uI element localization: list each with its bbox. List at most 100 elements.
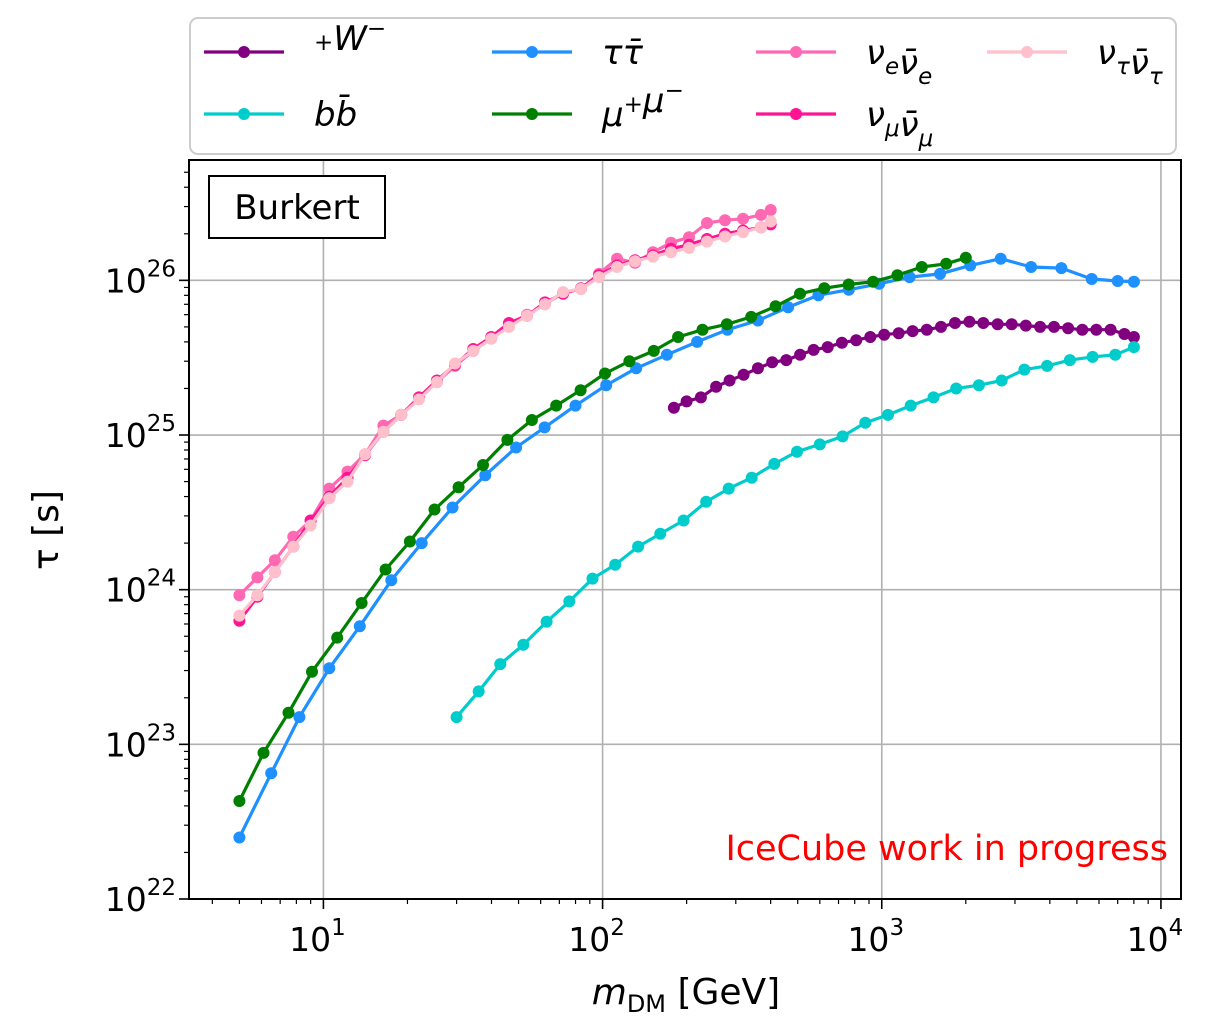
- data-point: [719, 214, 731, 227]
- data-point: [550, 399, 563, 412]
- data-point: [449, 357, 461, 370]
- series-3: [233, 251, 972, 807]
- data-point: [710, 380, 723, 393]
- profile-label: Burkert: [234, 188, 360, 228]
- data-point: [265, 767, 278, 780]
- legend-label: νeν̄e: [866, 33, 932, 90]
- data-point: [233, 589, 246, 602]
- series-1: [450, 341, 1140, 724]
- legend-entry: +W−: [204, 16, 386, 59]
- data-point: [251, 571, 264, 584]
- x-axis-label-unit: [GeV]: [666, 972, 780, 1013]
- data-point: [722, 482, 735, 495]
- data-point: [510, 441, 523, 454]
- data-point: [835, 336, 848, 349]
- y-tick-label: 1023: [105, 720, 176, 764]
- x-tick-label: 101: [289, 915, 346, 959]
- y-tick-label: 1024: [105, 566, 176, 610]
- data-point: [268, 554, 281, 567]
- watermark-text: IceCube work in progress: [725, 829, 1168, 869]
- data-point: [836, 430, 849, 443]
- data-point: [755, 208, 767, 221]
- legend-marker: [526, 46, 538, 58]
- data-point: [1048, 320, 1060, 333]
- data-point: [977, 317, 990, 329]
- data-point: [867, 275, 880, 288]
- data-point: [1005, 318, 1018, 331]
- legend-entry: bb̄: [204, 94, 357, 135]
- data-point: [940, 257, 953, 270]
- data-point: [720, 318, 733, 331]
- data-point: [950, 382, 963, 395]
- data-point: [494, 658, 507, 671]
- data-point: [1086, 350, 1099, 363]
- data-point: [935, 320, 947, 333]
- data-point: [377, 425, 390, 438]
- data-point: [600, 379, 613, 392]
- data-point: [1076, 323, 1089, 336]
- data-point: [287, 540, 300, 553]
- plot-area: [189, 160, 1181, 899]
- data-point: [677, 514, 690, 527]
- data-point: [1090, 323, 1103, 336]
- data-point: [1085, 273, 1098, 285]
- legend-entry: μ+μ−: [492, 78, 684, 135]
- data-point: [1063, 354, 1076, 367]
- series-6: [233, 215, 777, 622]
- data-point: [379, 563, 392, 576]
- data-point: [611, 261, 623, 273]
- legend-box: [189, 17, 1177, 155]
- data-point: [268, 566, 281, 579]
- data-point: [780, 354, 793, 367]
- data-point: [233, 609, 246, 622]
- data-point: [842, 278, 855, 291]
- legend-marker: [238, 108, 250, 120]
- data-point: [665, 246, 677, 259]
- data-point: [891, 269, 904, 282]
- data-point: [672, 331, 685, 343]
- data-point: [647, 250, 659, 263]
- data-point: [632, 540, 645, 553]
- data-point: [768, 457, 781, 470]
- data-point: [563, 595, 576, 608]
- data-point: [701, 217, 713, 229]
- data-point: [764, 215, 777, 228]
- data-point: [355, 597, 368, 609]
- legend-label: μ+μ−: [601, 78, 684, 135]
- data-point: [959, 251, 972, 264]
- legend-label: ττ̄: [602, 33, 643, 73]
- data-point: [949, 317, 961, 329]
- data-point: [575, 282, 587, 295]
- data-point: [1041, 359, 1054, 372]
- data-point: [428, 503, 441, 516]
- data-point: [539, 298, 551, 311]
- legend-entry: νμν̄μ: [756, 95, 933, 152]
- data-point: [574, 384, 587, 397]
- data-point: [818, 282, 831, 295]
- data-point: [915, 261, 928, 273]
- legend-marker: [526, 108, 538, 120]
- data-point: [450, 711, 463, 724]
- data-point: [647, 344, 660, 357]
- data-point: [751, 362, 764, 375]
- data-point: [878, 328, 891, 341]
- data-point: [385, 574, 398, 587]
- data-point: [540, 615, 553, 628]
- series-group: [233, 204, 1140, 844]
- data-point: [353, 620, 366, 633]
- data-point: [1062, 322, 1075, 335]
- data-point: [569, 399, 582, 412]
- data-point: [306, 665, 318, 678]
- data-point: [477, 459, 489, 471]
- data-point: [479, 469, 492, 482]
- data-point: [683, 241, 695, 254]
- data-point: [723, 374, 736, 387]
- data-point: [769, 300, 782, 313]
- data-point: [485, 332, 498, 345]
- legend-marker: [790, 46, 802, 58]
- data-point: [859, 416, 872, 429]
- y-tick-label: 1022: [105, 875, 176, 919]
- data-point: [719, 230, 731, 243]
- data-point: [1111, 275, 1124, 287]
- data-point: [323, 662, 336, 675]
